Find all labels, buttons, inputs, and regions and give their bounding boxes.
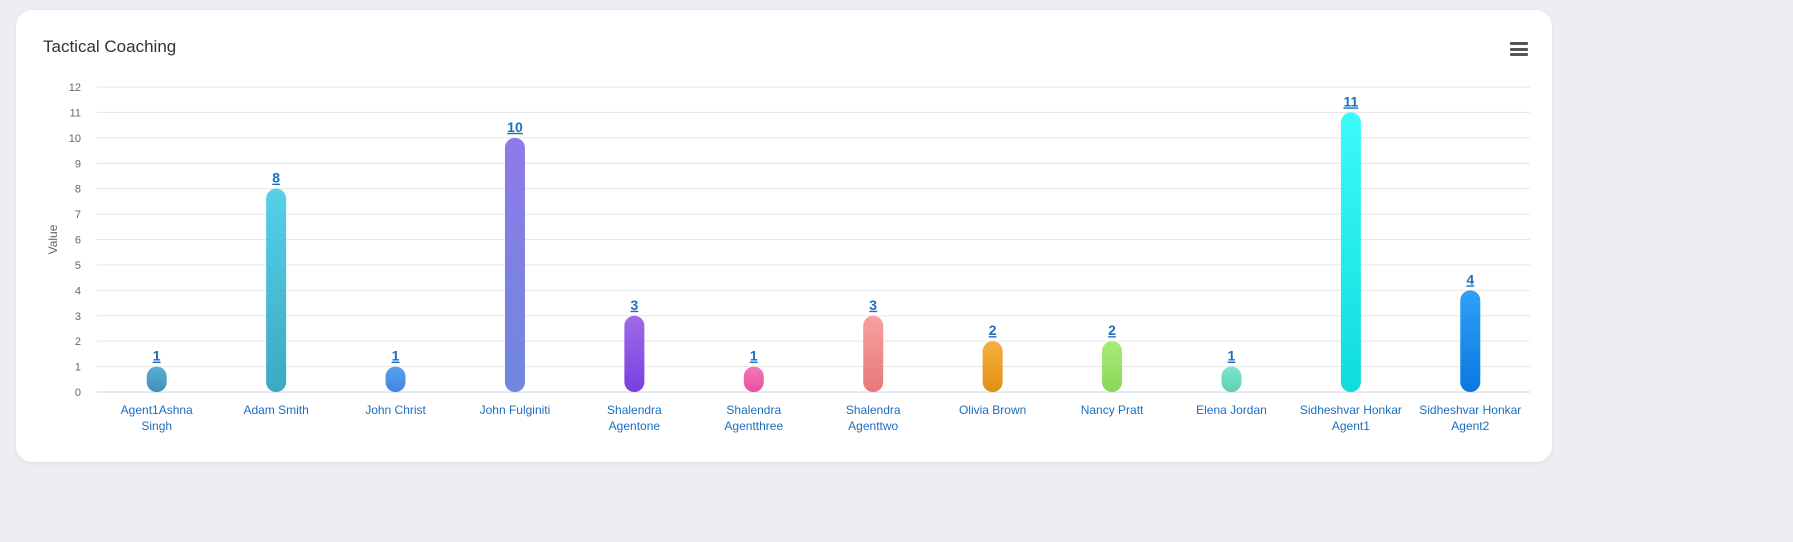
bar[interactable] [1340, 112, 1361, 393]
bar[interactable] [146, 366, 167, 392]
x-tick-label: Adam Smith [243, 403, 308, 417]
bar[interactable] [1221, 366, 1242, 392]
x-tick-label: Agentthree [724, 419, 783, 433]
bar[interactable] [863, 315, 884, 392]
data-label[interactable]: 1 [153, 348, 161, 364]
y-tick-label: 7 [75, 209, 81, 221]
x-tick-label: Agentone [609, 419, 661, 433]
y-tick-label: 4 [75, 285, 81, 297]
y-tick-label: 8 [75, 184, 81, 196]
y-tick-label: 0 [75, 387, 81, 399]
x-tick-label: Agent1Ashna [121, 403, 193, 417]
x-tick-label: Agent1 [1332, 419, 1370, 433]
x-tick-label: Olivia Brown [959, 403, 1026, 417]
data-label[interactable]: 1 [1228, 348, 1236, 364]
y-tick-label: 12 [69, 82, 81, 94]
x-tick-label: Agenttwo [848, 419, 898, 433]
data-label[interactable]: 3 [869, 297, 877, 313]
x-tick-label: Singh [141, 419, 172, 433]
y-tick-label: 2 [75, 336, 81, 348]
x-tick-label: Agent2 [1451, 419, 1489, 433]
bar[interactable] [743, 366, 764, 392]
x-tick-label: Sidheshvar Honkar [1419, 403, 1521, 417]
y-tick-label: 1 [75, 362, 81, 374]
bar[interactable] [266, 188, 287, 392]
data-label[interactable]: 4 [1466, 271, 1474, 287]
bar[interactable] [385, 366, 406, 392]
bar[interactable] [504, 137, 525, 392]
y-tick-label: 5 [75, 260, 81, 272]
data-label[interactable]: 2 [1108, 322, 1116, 338]
y-tick-label: 10 [69, 133, 81, 145]
x-tick-label: Shalendra [607, 403, 662, 417]
bar[interactable] [624, 315, 645, 392]
x-tick-label: John Fulginiti [480, 403, 551, 417]
hamburger-menu-icon[interactable] [1510, 42, 1528, 56]
data-label[interactable]: 8 [272, 170, 280, 186]
y-tick-label: 9 [75, 158, 81, 170]
x-tick-label: Sidheshvar Honkar [1300, 403, 1402, 417]
y-tick-label: 11 [70, 107, 81, 119]
y-axis-title: Value [46, 224, 60, 254]
bar[interactable] [982, 341, 1003, 392]
x-tick-label: Shalendra [846, 403, 901, 417]
data-label[interactable]: 1 [392, 348, 400, 364]
y-tick-label: 6 [75, 235, 81, 247]
y-tick-label: 3 [75, 311, 81, 323]
x-tick-label: Nancy Pratt [1081, 403, 1144, 417]
bar[interactable] [1102, 341, 1123, 392]
bar[interactable] [1460, 290, 1481, 392]
chart-title: Tactical Coaching [43, 37, 177, 56]
x-tick-label: Elena Jordan [1196, 403, 1267, 417]
data-label[interactable]: 1 [750, 348, 758, 364]
data-label[interactable]: 3 [630, 297, 638, 313]
data-label[interactable]: 2 [989, 322, 997, 338]
x-tick-label: John Christ [365, 403, 426, 417]
data-label[interactable]: 11 [1343, 93, 1358, 109]
data-label[interactable]: 10 [507, 119, 523, 135]
x-tick-label: Shalendra [726, 403, 781, 417]
